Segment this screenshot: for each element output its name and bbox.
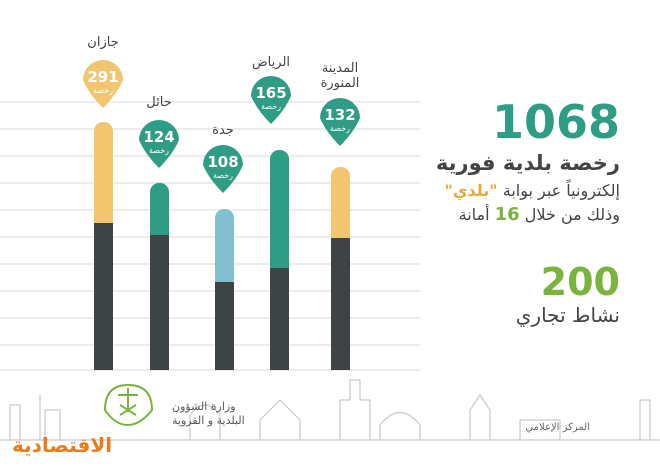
pin-count: 124: [143, 128, 174, 146]
pin-unit: رخصة: [261, 102, 281, 111]
pins: 291رخصةجازان124رخصةحائل108رخصةجدة165رخصة…: [83, 35, 360, 193]
line2-text: إلكترونياً عبر بوابة: [503, 178, 620, 201]
media-center: المركز الإعلامي: [525, 422, 590, 433]
bar-top: [215, 209, 234, 289]
line3-prefix: وذلك من خلال: [525, 205, 620, 225]
city-name: الرياض: [252, 55, 290, 70]
pin-unit: رخصة: [213, 171, 233, 180]
bar-base: [94, 223, 113, 370]
headline: 1068 رخصة بلدية فورية إلكترونياً عبر بوا…: [436, 95, 620, 328]
ministry-line1: وزارة الشؤون: [172, 400, 236, 413]
city-name: المنورة: [321, 76, 360, 91]
line1: رخصة بلدية فورية: [436, 151, 620, 175]
activities-count: 200: [541, 260, 620, 304]
pin: [83, 60, 123, 108]
pin-count: 132: [324, 106, 355, 124]
bar-base: [331, 238, 350, 370]
line2: إلكترونياً عبر بوابة "بلدي": [445, 178, 620, 201]
pin-unit: رخصة: [149, 146, 169, 155]
bar-top: [331, 167, 350, 245]
pin-unit: رخصة: [330, 124, 350, 133]
bar-top: [270, 150, 289, 275]
background-grid: [0, 101, 420, 371]
activities-label: نشاط تجاري: [516, 303, 620, 328]
line3-suffix: أمانة: [459, 204, 490, 224]
bars: [94, 122, 350, 370]
pin: [320, 98, 360, 146]
pin: [203, 145, 243, 193]
brand: الاقتصادية: [12, 433, 112, 457]
bar-top: [150, 183, 169, 243]
pin-unit: رخصة: [93, 86, 113, 95]
pin: [139, 119, 179, 168]
pin-count: 291: [87, 68, 118, 86]
skyline: [0, 379, 660, 441]
total: 1068: [492, 95, 620, 149]
city-name: جدة: [212, 123, 234, 138]
ministry-logo: [103, 383, 154, 427]
city-name: حائل: [146, 95, 171, 110]
bar-base: [215, 282, 234, 370]
line3: وذلك من خلال 16 أمانة: [459, 204, 620, 225]
pin-count: 165: [255, 84, 286, 102]
bar-base: [270, 268, 289, 370]
city-name: المدينة: [322, 61, 358, 76]
line3-number: 16: [495, 204, 520, 225]
bar-base: [150, 235, 169, 370]
pin-count: 108: [207, 153, 238, 171]
pin: [251, 76, 291, 124]
city-name: جازان: [87, 35, 118, 50]
bar-top: [94, 122, 113, 232]
ministry-line2: البلدية و القروية: [172, 414, 245, 427]
portal: "بلدي": [445, 181, 498, 201]
